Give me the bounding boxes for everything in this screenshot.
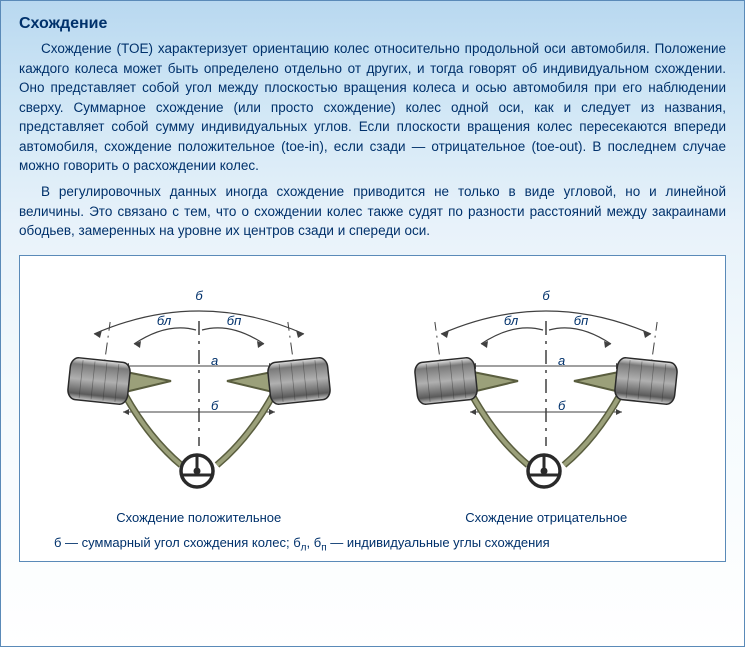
svg-text:а: а — [211, 353, 218, 368]
figure-box: б бл бп а б Схождение положительное б бл бп а б … — [19, 255, 726, 563]
paragraph-1: Схождение (TOE) характеризует ориентацию… — [19, 39, 726, 176]
svg-text:бп: бп — [227, 313, 241, 328]
diagram-positive: б бл бп а б Схождение положительное — [34, 266, 364, 525]
diagram-negative: б бл бп а б Схождение отрицательное — [381, 266, 711, 525]
toe-out-diagram: б бл бп а б — [381, 266, 711, 506]
svg-text:б: б — [195, 288, 203, 303]
svg-text:б: б — [558, 398, 566, 413]
toe-in-diagram: б бл бп а б — [34, 266, 364, 506]
svg-text:бп: бп — [574, 313, 588, 328]
caption-negative: Схождение отрицательное — [381, 510, 711, 525]
figure-legend: б — суммарный угол схождения колес; бл, … — [30, 535, 715, 554]
svg-text:б: б — [211, 398, 219, 413]
svg-text:бл: бл — [157, 313, 172, 328]
svg-text:а: а — [558, 353, 565, 368]
paragraph-2: В регулировочных данных иногда схождение… — [19, 182, 726, 241]
caption-positive: Схождение положительное — [34, 510, 364, 525]
doc-title: Схождение — [19, 15, 726, 33]
diagrams-row: б бл бп а б Схождение положительное б бл бп а б … — [30, 266, 715, 525]
svg-text:б: б — [543, 288, 551, 303]
svg-text:бл: бл — [504, 313, 519, 328]
